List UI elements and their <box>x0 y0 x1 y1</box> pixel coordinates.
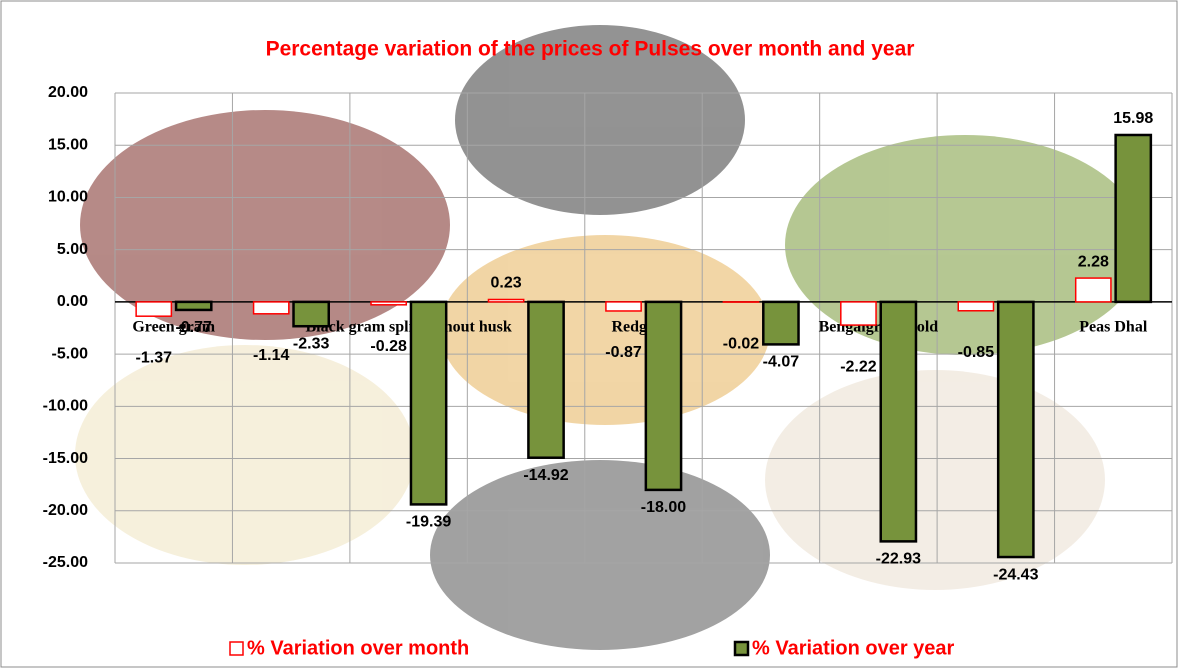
legend-label: % Variation over year <box>752 637 955 659</box>
data-label: -19.39 <box>406 514 451 531</box>
bar <box>881 302 916 541</box>
legend-swatch <box>735 642 748 655</box>
data-label: -0.02 <box>723 335 760 352</box>
bar <box>763 302 798 345</box>
bar <box>998 302 1033 557</box>
bar <box>176 302 211 310</box>
chart: Percentage variation of the prices of Pu… <box>0 0 1180 670</box>
bar <box>1116 135 1151 302</box>
bar <box>488 299 523 301</box>
y-tick-label: -20.00 <box>43 502 88 519</box>
data-label: -2.22 <box>840 358 877 375</box>
data-label: -1.14 <box>253 347 290 364</box>
data-label: -0.28 <box>370 338 407 355</box>
bar <box>528 302 563 458</box>
data-label: 2.28 <box>1078 253 1109 270</box>
y-tick-label: 5.00 <box>57 241 88 258</box>
y-tick-label: 0.00 <box>57 293 88 310</box>
data-label: -0.77 <box>175 319 212 336</box>
bar <box>958 302 993 311</box>
x-tick-label: Peas Dhal <box>1079 319 1148 336</box>
bar <box>294 302 329 326</box>
data-label: -24.43 <box>993 566 1038 583</box>
bar <box>606 302 641 311</box>
data-label: -4.07 <box>763 354 800 371</box>
data-label: -0.85 <box>958 344 995 361</box>
data-label: -0.87 <box>605 344 642 361</box>
bar <box>411 302 446 505</box>
y-tick-label: 15.00 <box>48 136 88 153</box>
bar <box>371 302 406 305</box>
bar <box>841 302 876 325</box>
bar <box>1076 278 1111 302</box>
data-label: -22.93 <box>876 551 921 568</box>
legend-swatch <box>230 642 243 655</box>
y-tick-label: 10.00 <box>48 189 88 206</box>
data-label: -18.00 <box>641 499 686 516</box>
legend-label: % Variation over month <box>247 637 469 659</box>
chart-title: Percentage variation of the prices of Pu… <box>266 38 915 61</box>
x-tick-label: Bengalgram Bold <box>819 319 939 336</box>
y-tick-label: -15.00 <box>43 450 88 467</box>
data-label: -1.37 <box>136 349 173 366</box>
data-label: 15.98 <box>1113 110 1153 127</box>
bar <box>254 302 289 314</box>
x-tick-label: Black gram split without husk <box>305 319 511 336</box>
data-label: 0.23 <box>491 275 522 292</box>
y-tick-label: -5.00 <box>52 345 89 362</box>
bar <box>646 302 681 490</box>
data-label: -14.92 <box>523 467 568 484</box>
bar <box>136 302 171 316</box>
y-tick-label: -10.00 <box>43 398 88 415</box>
y-tick-label: 20.00 <box>48 84 88 101</box>
data-label: -2.33 <box>293 335 330 352</box>
y-tick-label: -25.00 <box>43 554 88 571</box>
